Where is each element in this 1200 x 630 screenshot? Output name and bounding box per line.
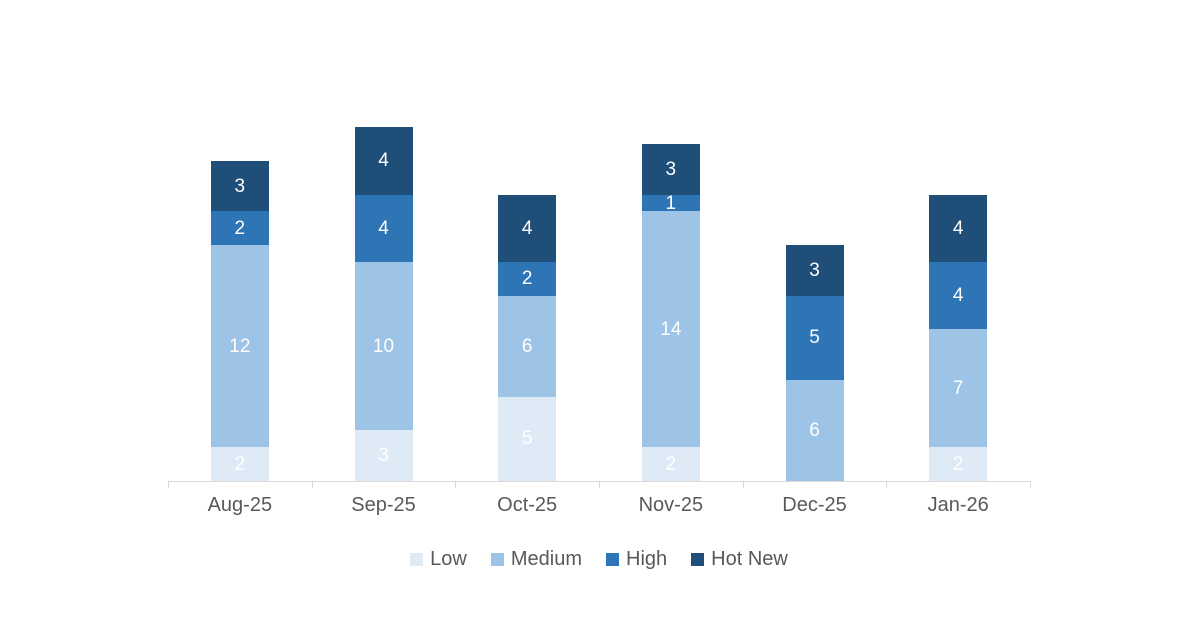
bar-segment-hot-new: 4 <box>354 127 413 195</box>
legend: Low Medium High Hot New <box>168 548 1030 571</box>
legend-item-low: Low <box>410 548 467 571</box>
data-label: 2 <box>952 453 964 475</box>
legend-item-high: High <box>606 548 667 571</box>
data-label: 3 <box>234 175 246 197</box>
bar-nov-25: 2 14 1 3 <box>641 144 700 481</box>
x-axis-label-jan-26: Jan-26 <box>927 494 989 516</box>
data-label: 1 <box>665 192 677 214</box>
data-label: 3 <box>665 158 677 180</box>
bar-segment-medium: 7 <box>929 329 988 448</box>
bar-segment-medium: 12 <box>210 245 269 448</box>
data-label: 5 <box>521 428 533 450</box>
x-axis-line <box>168 481 1032 488</box>
bar-segment-high: 4 <box>354 194 413 262</box>
legend-label: Medium <box>510 548 582 570</box>
data-label: 6 <box>809 419 820 441</box>
bar-oct-25: 5 6 2 4 <box>498 194 557 481</box>
bar-segment-medium: 6 <box>785 379 844 481</box>
axis-tick <box>169 482 313 488</box>
x-axis-labels: Aug-25 Sep-25 Oct-25 Nov-25 Dec-25 Jan-26 <box>168 494 1030 517</box>
bar-aug-25: 2 12 2 3 <box>210 160 269 481</box>
data-label: 4 <box>952 217 964 239</box>
bar-segment-high: 2 <box>498 261 557 296</box>
bar-sep-25: 3 10 4 4 <box>354 127 413 481</box>
bar-segment-low: 2 <box>929 447 988 481</box>
x-axis-label-dec-25: Dec-25 <box>782 494 847 516</box>
legend-swatch-icon <box>490 553 504 566</box>
data-label: 3 <box>809 259 820 281</box>
data-label: 4 <box>521 217 533 239</box>
legend-swatch-icon <box>691 553 705 566</box>
data-label: 4 <box>378 150 389 172</box>
bar-slot-aug-25: 2 12 2 3 <box>168 95 312 481</box>
data-label: 5 <box>809 327 820 349</box>
data-label: 2 <box>234 453 246 475</box>
data-label: 10 <box>372 335 395 357</box>
bar-segment-hot-new: 3 <box>641 144 700 195</box>
legend-label: Low <box>430 548 467 570</box>
x-axis-label-oct-25: Oct-25 <box>497 494 558 516</box>
data-label: 2 <box>665 453 677 475</box>
bar-dec-25: 6 5 3 <box>785 245 844 481</box>
bar-segment-medium: 14 <box>641 211 700 448</box>
data-label: 14 <box>660 318 682 340</box>
bar-segment-high: 4 <box>929 261 988 330</box>
plot-area: 2 12 2 3 3 10 4 4 5 6 2 4 2 14 1 3 6 5 3 2 7 4 4 <box>168 95 1030 481</box>
bar-segment-medium: 6 <box>498 295 557 397</box>
bar-slot-sep-25: 3 10 4 4 <box>312 95 456 481</box>
bar-segment-low: 5 <box>498 396 557 481</box>
bar-segment-hot-new: 3 <box>785 245 844 296</box>
axis-tick <box>456 482 601 488</box>
legend-label: High <box>626 548 668 570</box>
legend-swatch-icon <box>410 553 424 566</box>
bar-segment-medium: 10 <box>354 261 413 431</box>
bar-segment-high: 2 <box>210 211 269 246</box>
x-axis-label-nov-25: Nov-25 <box>638 494 704 516</box>
axis-tick <box>887 482 1032 488</box>
bar-slot-jan-26: 2 7 4 4 <box>886 95 1030 481</box>
data-label: 6 <box>521 335 533 357</box>
bar-segment-hot-new: 4 <box>929 194 988 262</box>
legend-swatch-icon <box>606 553 619 566</box>
x-axis-label-sep-25: Sep-25 <box>351 494 416 516</box>
axis-tick <box>600 482 744 488</box>
data-label: 12 <box>229 335 251 357</box>
x-axis-label-aug-25: Aug-25 <box>207 494 273 516</box>
bar-segment-high: 5 <box>785 295 844 380</box>
data-label: 4 <box>952 285 964 307</box>
data-label: 4 <box>378 217 389 239</box>
bar-slot-nov-25: 2 14 1 3 <box>599 95 743 481</box>
axis-tick <box>313 482 457 488</box>
bar-segment-high: 1 <box>641 192 700 214</box>
axis-tick <box>744 482 888 488</box>
bar-segment-low: 2 <box>641 447 700 481</box>
bar-segment-low: 2 <box>210 447 269 481</box>
data-label: 7 <box>952 377 964 399</box>
bar-jan-26: 2 7 4 4 <box>929 194 988 481</box>
legend-item-hot-new: Hot New <box>691 548 788 571</box>
data-label: 2 <box>234 217 246 239</box>
data-label: 3 <box>378 445 389 467</box>
bar-segment-hot-new: 3 <box>210 160 269 212</box>
legend-item-medium: Medium <box>490 548 582 571</box>
bar-slot-oct-25: 5 6 2 4 <box>455 95 599 481</box>
bar-segment-hot-new: 4 <box>498 194 557 262</box>
bar-slot-dec-25: 6 5 3 <box>743 95 887 481</box>
data-label: 2 <box>521 268 533 290</box>
bar-segment-low: 3 <box>354 430 413 481</box>
legend-label: Hot New <box>711 548 788 570</box>
